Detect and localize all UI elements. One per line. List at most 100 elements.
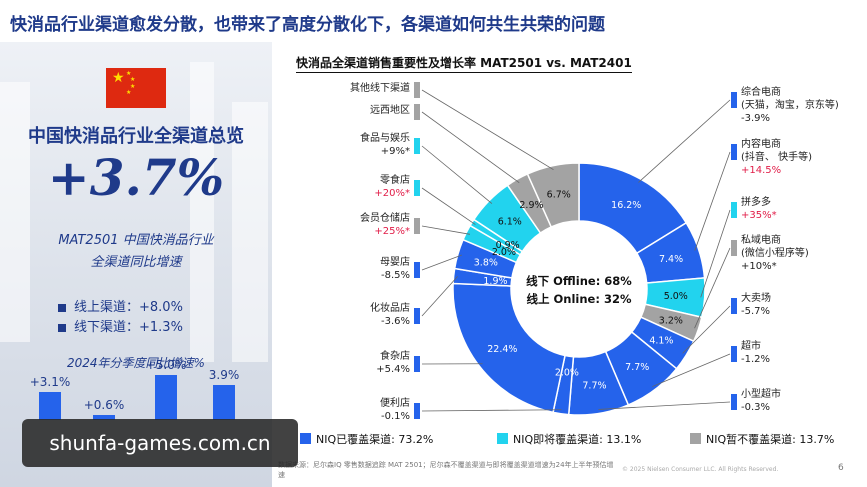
channel-name: 综合电商 (741, 87, 781, 98)
slice-value-label: 0.9% (496, 240, 520, 251)
quarter-bar (155, 375, 177, 420)
page-title: 快消品行业渠道愈发分散，也带来了高度分散化下，各渠道如何共生共荣的问题 (10, 15, 605, 35)
slice-value-label: 3.8% (474, 257, 498, 268)
leader-line (638, 99, 731, 183)
channel-name: 远西地区 (370, 105, 410, 116)
growth-description-line: 全渠道同比增速 (90, 255, 182, 270)
channel-label-right: 小型超市 -0.3% (741, 388, 781, 414)
channel-growth: -0.3% (741, 402, 771, 413)
channel-label-left: 母婴店 -8.5% (380, 256, 410, 282)
quarter-bar (213, 384, 235, 420)
channel-marker (731, 202, 737, 218)
channel-name: 化妆品店 (370, 303, 410, 314)
channel-label-left: 化妆品店 -3.6% (370, 302, 410, 328)
channel-label-left: 便利店 -0.1% (380, 397, 410, 423)
slice-value-label: 2.9% (519, 200, 543, 211)
channel-marker (414, 82, 420, 98)
overview-title: 中国快消品行业全渠道总览 (28, 126, 244, 147)
source-note: 数据来源：尼尔森IQ 零售数据追踪 MAT 2501；尼尔森不覆盖渠道与即将覆盖… (278, 461, 614, 479)
legend-label: NIQ即将覆盖渠道: 13.1% (513, 433, 642, 446)
channel-name: 零食店 (380, 175, 410, 186)
slice-value-label: 6.7% (547, 190, 571, 201)
channel-label-right: 大卖场 -5.7% (741, 292, 771, 318)
leader-line (694, 247, 731, 329)
channel-name: 母婴店 (380, 257, 410, 268)
channel-examples: (抖音、 快手等) (741, 152, 812, 163)
leader-line (421, 89, 554, 171)
leader-line (421, 187, 476, 225)
leader-line (700, 209, 731, 298)
channel-label-right: 综合电商 (天猫，淘宝，京东等) -3.9% (741, 86, 839, 125)
channel-examples: (微信小程序等) (741, 248, 809, 259)
channel-name: 其他线下渠道 (350, 83, 410, 94)
channel-name: 超市 (741, 341, 761, 352)
leader-line (421, 225, 471, 235)
slice-value-label: 1.9% (483, 276, 507, 287)
channel-label-right: 内容电商 (抖音、 快手等) +14.5% (741, 138, 812, 177)
page-number: 6 (838, 463, 844, 473)
leader-line (421, 409, 562, 412)
slice-value-label: 7.4% (659, 254, 683, 265)
channel-label-left: 零食店 +20%* (374, 174, 410, 200)
overview-panel: ★ ★ ★ ★ ★ 中国快消品行业全渠道总览 +3.7% MAT2501 中国快消品行业… (0, 42, 272, 487)
channel-name: 拼多多 (741, 197, 771, 208)
channel-growth: -5.7% (741, 306, 771, 317)
channel-growth: -8.5% (380, 270, 410, 281)
channel-marker (731, 144, 737, 160)
channel-name: 食杂店 (380, 351, 410, 362)
channel-label-left: 会员仓储店 +25%* (360, 212, 410, 238)
channel-growth: +25%* (374, 226, 410, 237)
china-flag-icon: ★ ★ ★ ★ ★ (106, 68, 166, 108)
total-growth-value: +3.7% (47, 148, 225, 207)
quarter-bar-label: 3.9% (208, 367, 240, 382)
channel-growth: -3.9% (741, 113, 771, 124)
slice-value-label: 7.7% (625, 362, 649, 373)
channel-growth: +5.4% (376, 364, 410, 375)
channel-growth: +20%* (374, 188, 410, 199)
channel-marker (414, 218, 420, 234)
skyline-decoration (232, 102, 268, 362)
donut-center-label: 线下 Offline: 68% (526, 274, 632, 288)
leader-line (421, 276, 458, 317)
channel-label-left: 食品与娱乐 +9%* (360, 132, 410, 158)
slice-value-label: 2.0% (492, 247, 516, 258)
channel-growth: +14.5% (741, 165, 782, 176)
leader-line (682, 305, 731, 354)
legend-label: NIQ暂不覆盖渠道: 13.7% (706, 433, 835, 446)
quarter-bar-label: +5.0% (145, 358, 187, 372)
channel-marker (414, 262, 420, 278)
bullet-icon (58, 303, 66, 312)
leader-line (694, 151, 731, 251)
channel-marker (414, 104, 420, 120)
slice-value-label: 5.0% (664, 291, 688, 302)
leader-line (598, 401, 731, 410)
channel-marker (731, 346, 737, 362)
channel-growth: +9%* (380, 146, 410, 157)
skyline-decoration (190, 62, 214, 362)
legend-swatch (690, 433, 701, 444)
online-growth: 线上渠道：+8.0% (58, 296, 183, 315)
slice-value-label: 16.2% (611, 200, 641, 211)
channel-label-right: 拼多多 +35%* (741, 196, 777, 222)
legend-label: NIQ已覆盖渠道: 73.2% (316, 433, 434, 446)
leader-line (652, 353, 731, 387)
quarter-bar (93, 414, 115, 420)
channel-marker (414, 138, 420, 154)
leader-line (421, 111, 520, 183)
channel-name: 内容电商 (741, 139, 781, 150)
channel-label-right: 超市 -1.2% (741, 340, 770, 366)
bullet-icon (58, 323, 66, 332)
channel-marker (414, 403, 420, 419)
channel-name: 会员仓储店 (360, 213, 410, 224)
copyright: © 2025 Nielsen Consumer LLC. All Rights … (622, 466, 779, 473)
channel-label-left: 其他线下渠道 (350, 82, 410, 95)
channel-growth: -1.2% (741, 354, 771, 365)
offline-growth-text: 线下渠道：+1.3% (74, 320, 183, 335)
slice-value-label: 22.4% (487, 344, 517, 355)
slice-value-label: 4.1% (649, 336, 673, 347)
chart-title: 快消品全渠道销售重要性及增长率 MAT2501 vs. MAT2401 (296, 54, 632, 73)
legend-swatch (300, 433, 311, 444)
channel-growth: -3.6% (380, 316, 410, 327)
